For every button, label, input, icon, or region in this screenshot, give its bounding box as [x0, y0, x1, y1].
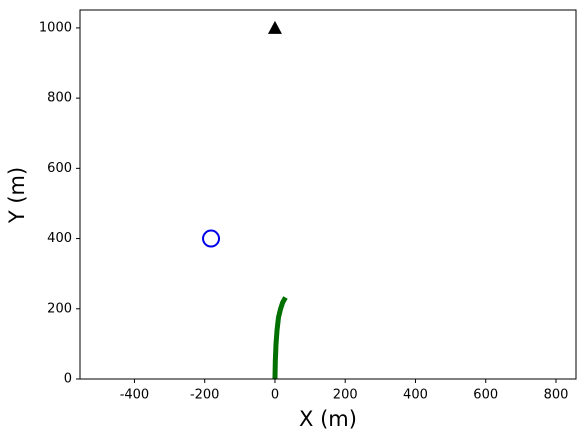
- y-tick-label: 200: [47, 301, 72, 316]
- x-tick-label: 400: [403, 388, 428, 403]
- y-tick-label: 0: [64, 372, 72, 387]
- y-tick-label: 400: [47, 231, 72, 246]
- x-tick-label: 0: [271, 388, 279, 403]
- x-tick-label: 600: [473, 388, 498, 403]
- x-axis-label: X (m): [299, 407, 357, 431]
- y-tick-label: 600: [47, 161, 72, 176]
- circle-marker: [202, 229, 221, 248]
- x-tick-label: 800: [544, 388, 569, 403]
- y-tick-label: 800: [47, 91, 72, 106]
- x-tick-label: 200: [333, 388, 358, 403]
- trajectory: [272, 296, 288, 380]
- y-axis-label: Y (m): [5, 167, 29, 224]
- plot-frame: [79, 9, 577, 380]
- x-tick-label: -400: [120, 388, 150, 403]
- x-tick-label: -200: [190, 388, 220, 403]
- triangle-marker: [267, 20, 282, 34]
- y-tick-label: 1000: [39, 20, 72, 35]
